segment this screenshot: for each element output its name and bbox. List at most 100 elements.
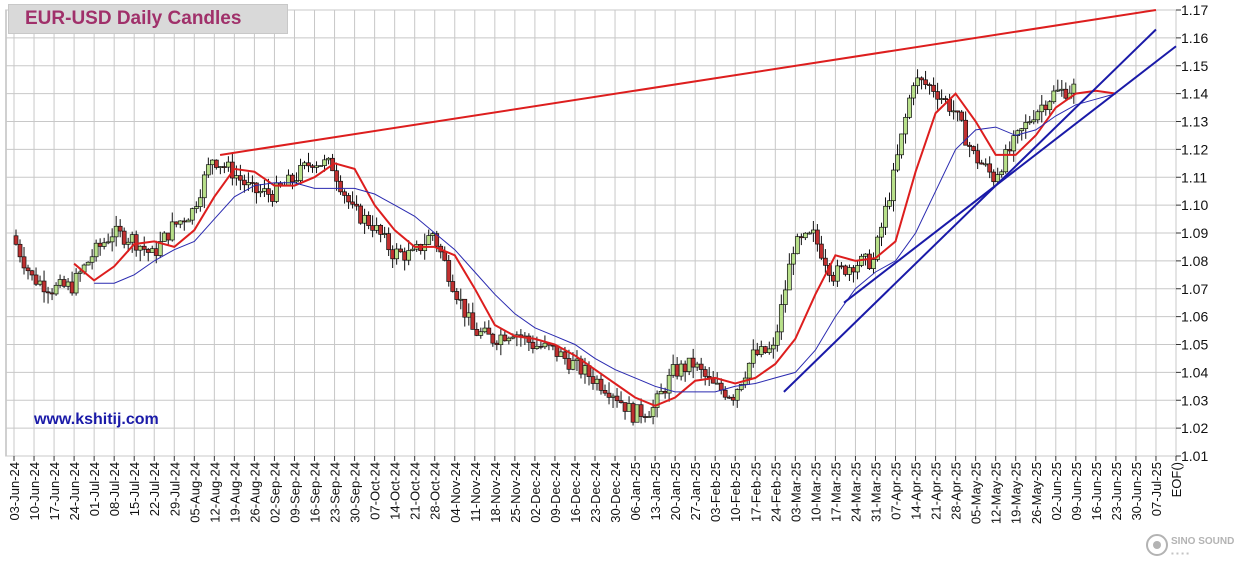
candle-body [89,256,95,263]
candle-body [975,150,981,164]
candle-body [254,182,259,194]
candle-body [794,236,800,255]
candle-body [1031,119,1037,123]
x-tick-label: 10-Jun-24 [27,462,42,521]
candle-body [450,281,456,292]
candle-body [991,171,997,183]
candle-body [971,146,977,152]
candle-body [226,161,231,168]
candle-body [73,273,79,294]
candles [13,69,1077,426]
candle-body [133,234,139,251]
x-tick-label: 17-Mar-25 [828,462,843,522]
x-tick-label: 09-Sep-24 [287,462,302,523]
candle-body [899,133,904,156]
candle-body [614,395,620,402]
candle-body [1023,122,1029,129]
candle-body [177,220,183,225]
candle-body [618,400,624,403]
candle-body [594,378,600,384]
x-tick-label: 16-Dec-24 [568,462,583,523]
candle-body [670,364,676,376]
candle-body [197,197,203,207]
x-tick-label: 12-May-25 [989,462,1004,524]
candle-body [762,346,768,353]
candle-body [318,165,323,167]
candle-body [650,407,656,417]
x-tick-label: 05-May-25 [969,462,984,524]
candle-body [338,180,343,193]
y-axis: 1.01 1.02 1.03 1.04 1.05 1.06 1.07 1.08 1.09 1.10… [1176,2,1208,464]
candle-body [895,154,900,171]
x-tick-label: 03-Jun-24 [7,462,22,521]
candle-body [153,248,159,256]
candle-body [482,327,488,333]
candle-body [786,263,792,291]
candle-body [823,257,828,266]
x-tick-label: 24-Mar-25 [848,462,863,522]
candle-body [306,162,311,167]
candle-body [470,312,476,330]
candle-body [434,233,440,247]
trendline-3 [843,45,1177,304]
candle-body [811,229,816,234]
candle-body [222,166,227,168]
candle-body [209,159,215,166]
candle-body [358,205,363,224]
candle-body [93,242,99,258]
candle-body [967,144,972,147]
candle-body [41,280,47,293]
candle-body [161,232,167,242]
x-tick-label: 07-Oct-24 [368,462,383,520]
x-tick-label: 17-Jun-24 [47,462,62,521]
candle-body [807,232,812,235]
candle-body [610,395,616,398]
candle-body [242,179,247,186]
candle-body [638,404,644,417]
x-tick-label: 06-Jan-25 [628,462,643,521]
trendline-2 [783,28,1157,393]
x-tick-label: 03-Mar-25 [788,462,803,522]
website-label: www.kshitij.com [34,411,159,428]
candle-body [726,396,732,399]
x-tick-label: 18-Nov-24 [488,462,503,523]
candle-body [698,363,704,370]
candle-body [246,182,251,186]
candle-body [847,267,852,275]
x-tick-label: 21-Apr-25 [929,462,944,520]
candle-body [326,157,331,161]
x-tick-label: 19-Aug-24 [227,462,242,523]
candle-body [754,349,760,355]
x-tick-label: 28-Oct-24 [428,462,443,520]
candle-body [458,298,464,301]
x-tick-label: 24-Jun-24 [67,462,82,521]
candle-body [346,195,351,203]
candle-body [354,203,359,207]
x-tick-label: 12-Aug-24 [207,462,222,523]
candle-body [402,251,408,261]
x-tick-label: 16-Sep-24 [308,462,323,523]
candle-body [29,270,35,276]
candle-body [883,205,888,228]
x-axis: 03-Jun-24 10-Jun-24 17-Jun-24 24-Jun-24 01-J… [7,456,1184,524]
candle-body [314,165,319,168]
candle-body [53,284,59,295]
candle-body [566,358,572,370]
candle-body [722,389,728,398]
x-tick-label: 04-Nov-24 [448,462,463,523]
candle-body [590,376,596,384]
candle-body [322,159,327,166]
y-tick-label: 1.15 [1181,58,1208,74]
slow-moving-average [94,93,1117,393]
candle-body [366,214,371,226]
fast-moving-average [73,89,1117,407]
candle-body [606,392,612,398]
candle-body [867,253,872,269]
candle-body [983,163,989,166]
x-tick-label: 13-Jan-25 [648,462,663,521]
candle-body [782,289,788,305]
candle-body [835,265,840,282]
candle-body [1035,111,1041,121]
candle-body [694,363,700,368]
